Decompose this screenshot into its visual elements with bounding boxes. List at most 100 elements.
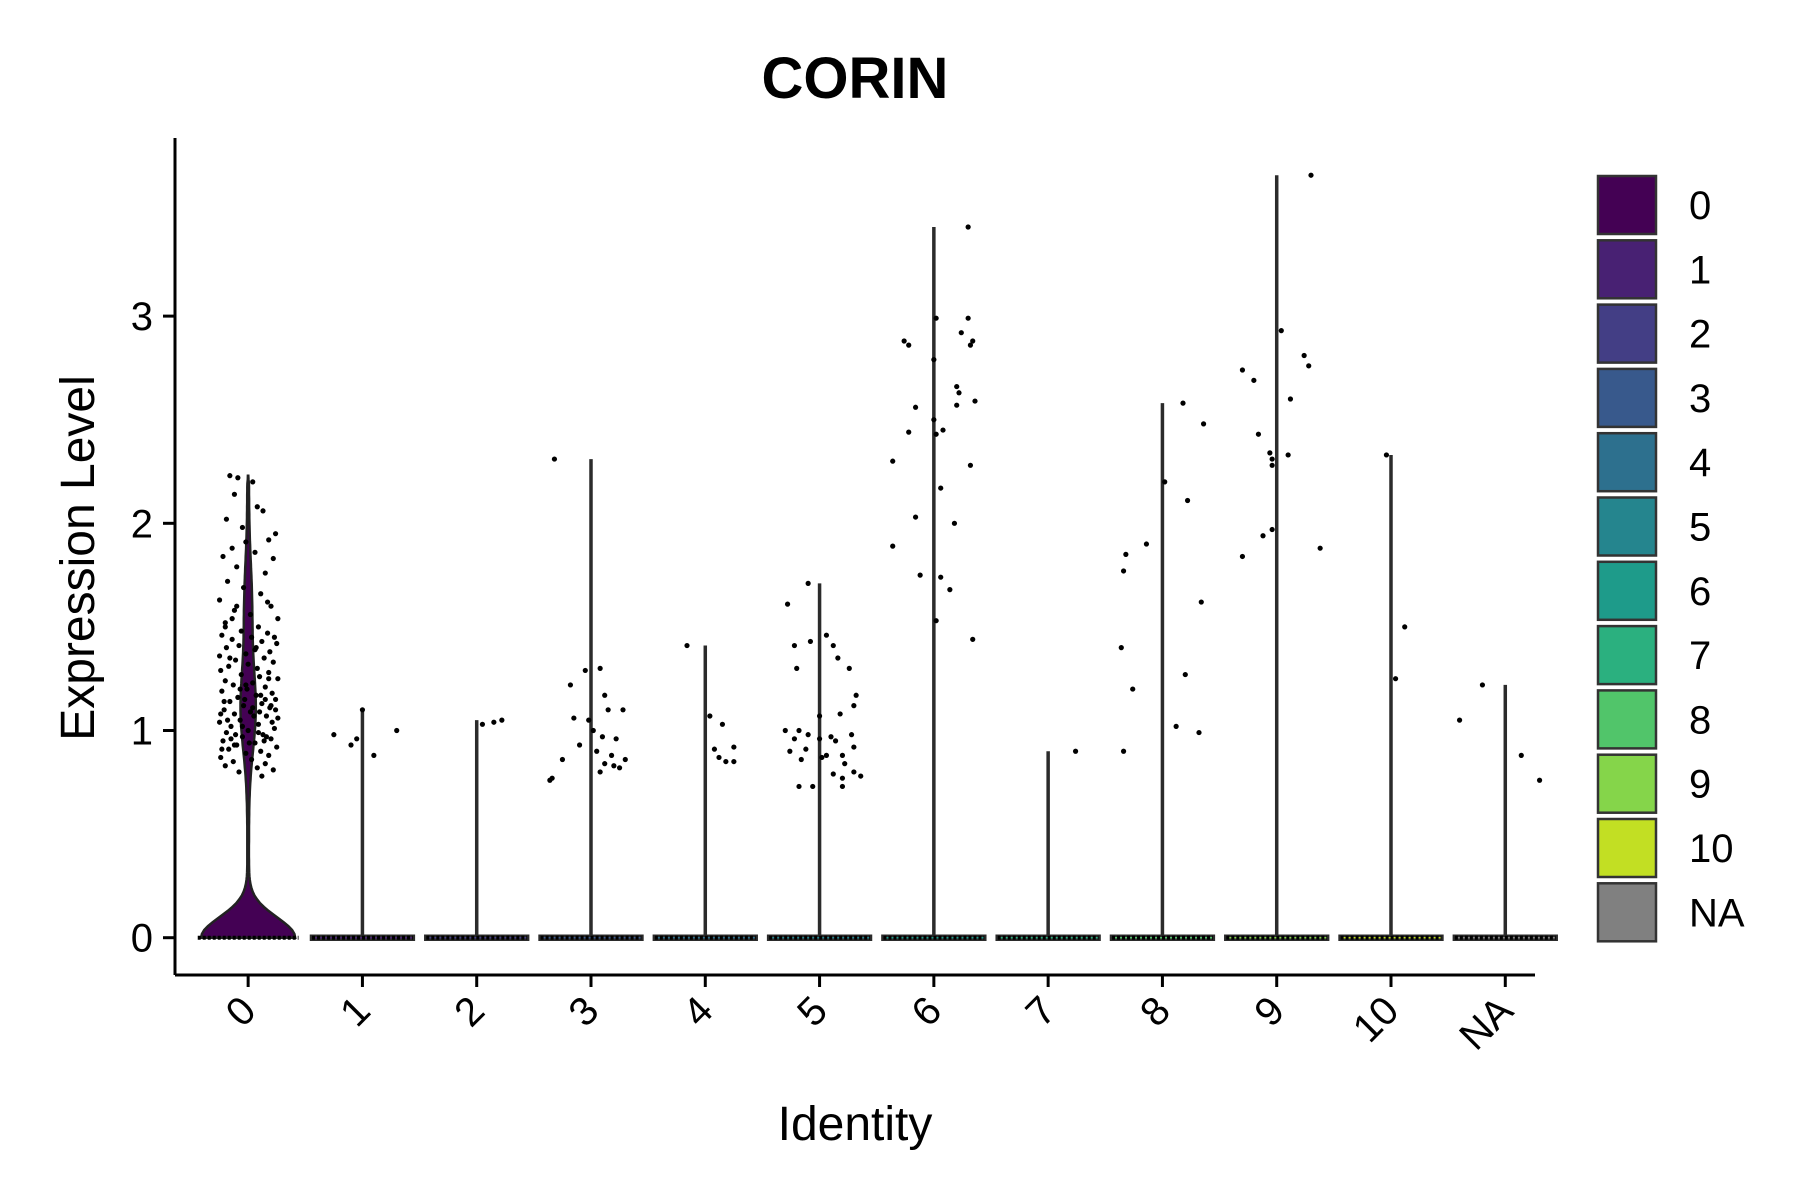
data-point (479, 721, 486, 727)
data-point (252, 740, 258, 746)
x-tick-label: 10 (1345, 988, 1408, 1051)
x-tick-label: 8 (1132, 988, 1179, 1035)
data-point (235, 475, 241, 481)
data-point (272, 707, 279, 713)
x-tick-label: 1 (332, 988, 379, 1035)
data-point (234, 564, 240, 570)
data-point (250, 680, 256, 686)
data-point (1287, 396, 1294, 402)
data-point (1383, 452, 1390, 458)
data-point (798, 756, 804, 763)
data-point (354, 736, 360, 742)
legend-swatch-6 (1596, 560, 1658, 622)
data-point (846, 665, 852, 671)
data-point (499, 717, 505, 723)
data-point (805, 732, 811, 738)
data-point (245, 661, 251, 667)
data-point (810, 783, 816, 790)
y-tick-label: 0 (131, 917, 153, 961)
data-point (230, 682, 236, 688)
legend-swatch-NA (1596, 882, 1658, 943)
data-point (933, 431, 939, 437)
data-point (226, 746, 232, 752)
data-point (571, 715, 577, 721)
data-point (239, 524, 246, 531)
data-point (243, 750, 249, 756)
data-point (1269, 526, 1275, 533)
data-point (255, 729, 262, 736)
data-point (1518, 752, 1524, 758)
data-point (716, 754, 722, 761)
legend-label-9: 9 (1689, 763, 1711, 807)
data-point (268, 736, 274, 742)
data-point (247, 611, 254, 618)
data-point (1198, 599, 1204, 605)
data-point (394, 727, 400, 734)
data-point (1200, 421, 1207, 427)
data-point (1267, 450, 1273, 456)
data-point (1317, 545, 1323, 551)
data-point (933, 315, 939, 321)
data-point (1456, 717, 1463, 723)
data-point (938, 485, 944, 491)
data-point (1184, 497, 1191, 504)
data-point (1269, 456, 1275, 462)
x-tick-label: 6 (903, 988, 950, 1035)
data-point (227, 655, 233, 661)
data-point (256, 709, 263, 715)
x-tick-label: 2 (446, 988, 493, 1035)
data-point (1301, 352, 1307, 359)
data-point (1306, 363, 1312, 369)
data-point (823, 752, 830, 758)
data-point (1285, 452, 1291, 458)
data-point (267, 649, 273, 655)
data-point (828, 734, 834, 740)
data-point (218, 711, 224, 717)
data-point (967, 462, 974, 468)
data-point (576, 742, 583, 748)
data-point (264, 630, 271, 636)
data-point (234, 603, 240, 609)
data-point (784, 601, 791, 607)
data-point (216, 719, 223, 725)
data-point (906, 429, 912, 435)
data-point (1182, 671, 1188, 678)
legend-swatch-7 (1596, 624, 1658, 686)
legend-label-2: 2 (1689, 313, 1711, 357)
data-point (837, 711, 843, 717)
data-point (620, 707, 626, 713)
data-point (242, 696, 248, 703)
data-point (796, 783, 802, 790)
legend-label-0: 0 (1689, 184, 1711, 228)
data-point (602, 692, 608, 698)
data-point (597, 769, 603, 775)
data-point (231, 742, 238, 748)
x-tick-label: 5 (789, 988, 836, 1035)
data-point (237, 686, 243, 692)
data-point (613, 736, 619, 742)
data-point (232, 732, 239, 738)
data-point (221, 698, 227, 705)
legend-label-6: 6 (1689, 570, 1711, 614)
data-point (236, 769, 242, 775)
data-point (723, 758, 729, 765)
data-point (491, 719, 497, 725)
data-point (228, 723, 234, 729)
data-point (275, 616, 281, 622)
data-point (224, 717, 231, 723)
data-point (602, 761, 608, 767)
data-point (256, 674, 263, 680)
data-point (260, 508, 266, 514)
data-point (235, 694, 241, 700)
data-point (222, 624, 228, 630)
data-point (707, 713, 713, 719)
chart-title: CORIN (762, 46, 949, 111)
data-point (275, 676, 281, 682)
data-point (590, 727, 596, 734)
data-point (965, 224, 971, 230)
data-point (731, 744, 737, 750)
data-point (835, 655, 841, 661)
data-point (266, 752, 272, 758)
data-point (839, 783, 846, 790)
